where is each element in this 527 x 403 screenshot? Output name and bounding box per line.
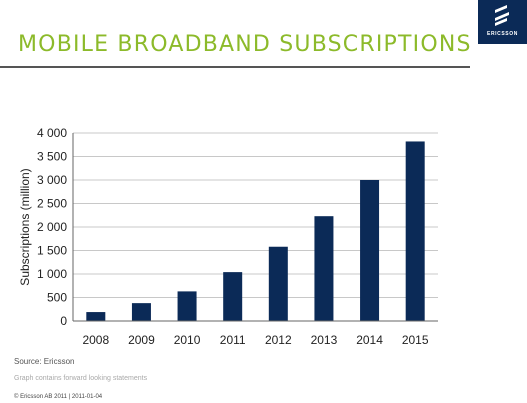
copyright-footer: © Ericsson AB 2011 | 2011-01-04 [14,394,103,400]
ericsson-logo-icon [495,5,509,26]
y-tick-label: 3 000 [37,173,67,187]
bars [86,141,425,321]
bar-2011 [223,272,243,321]
logo-wordmark: ERICSSON [487,31,518,37]
y-axis-label: Subscriptions (million) [18,168,32,285]
page-title: MOBILE BROADBAND SUBSCRIPTIONS [18,32,472,57]
y-tick-label: 1 500 [37,244,67,258]
grid-lines [73,132,438,298]
y-tick-label: 0 [60,314,67,328]
y-tick-label: 2 500 [37,197,67,211]
x-tick-label: 2010 [174,333,201,347]
bar-2013 [314,216,334,321]
x-tick-label: 2015 [402,333,429,347]
ericsson-logo: ERICSSON [478,0,527,44]
x-tick-label: 2009 [128,333,155,347]
source-note: Source: Ericsson [14,357,75,366]
y-tick-label: 500 [47,291,67,305]
x-tick-label: 2011 [220,333,246,347]
forward-looking-note: Graph contains forward looking statement… [14,375,148,382]
x-axis-ticks: 2008 2009 2010 2011 2012 2013 2014 2015 [82,333,428,347]
x-tick-label: 2012 [265,333,292,347]
title-divider [0,66,470,68]
bar-2010 [177,291,197,321]
y-tick-label: 1 000 [37,267,67,281]
bar-2009 [131,303,151,321]
x-tick-label: 2014 [356,333,383,347]
y-tick-label: 2 000 [37,220,67,234]
bar-2015 [405,141,425,321]
bar-2014 [360,180,380,321]
y-axis-ticks: 0 500 1 000 1 500 2 000 2 500 3 000 3 500 4 000 [37,126,67,328]
y-tick-label: 3 500 [37,150,67,164]
y-tick-label: 4 000 [37,126,67,140]
bar-2012 [268,246,288,321]
bar-2008 [86,312,106,321]
x-tick-label: 2008 [82,333,109,347]
x-tick-label: 2013 [311,333,338,347]
